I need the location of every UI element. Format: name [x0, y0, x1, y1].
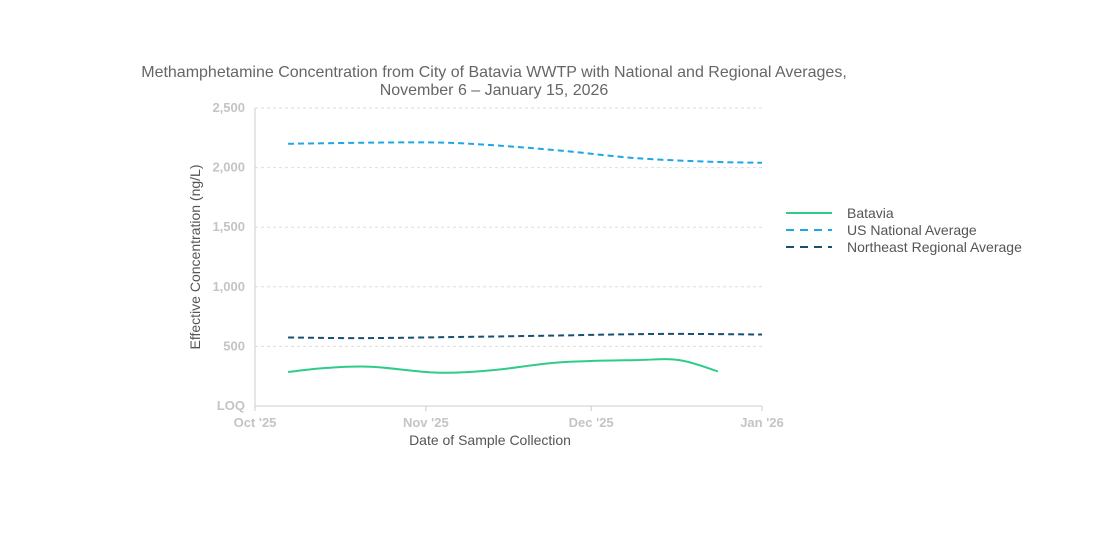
legend-label-batavia: Batavia	[847, 205, 894, 221]
legend: Batavia US National Average Northeast Re…	[786, 205, 1022, 255]
x-tick-label: Dec '25	[569, 415, 614, 430]
legend-label-northeast-regional-average: Northeast Regional Average	[847, 239, 1022, 255]
y-tick-label: 2,000	[212, 160, 245, 175]
axes	[254, 108, 763, 411]
y-tick-label: 1,500	[212, 219, 245, 234]
series-line-us-national-average[interactable]	[288, 141, 763, 164]
chart-title-line-1: Methamphetamine Concentration from City …	[141, 64, 847, 81]
y-tick-label: LOQ	[217, 398, 245, 413]
y-tick-label: 1,000	[212, 279, 245, 294]
x-tick-label: Oct '25	[234, 415, 277, 430]
legend-item-batavia[interactable]: Batavia	[786, 205, 894, 221]
y-tick-labels: LOQ 500 1,000 1,500 2,000 2,500	[212, 100, 245, 413]
x-tick-label: Jan '26	[740, 415, 784, 430]
series-line-batavia[interactable]	[287, 358, 719, 374]
chart-title-line-2: November 6 – January 15, 2026	[380, 82, 609, 99]
legend-item-us-national-average[interactable]: US National Average	[786, 222, 977, 238]
legend-label-us-national-average: US National Average	[847, 222, 977, 238]
series-lines	[287, 141, 763, 374]
y-axis-label: Effective Concentration (ng/L)	[187, 165, 203, 350]
x-axis-label: Date of Sample Collection	[409, 432, 571, 448]
x-tick-label: Nov '25	[403, 415, 449, 430]
grid-lines	[255, 107, 762, 347]
x-tick-labels: Oct '25 Nov '25 Dec '25 Jan '26	[234, 415, 784, 430]
series-line-northeast-regional-average[interactable]	[288, 332, 763, 340]
y-tick-label: 2,500	[212, 100, 245, 115]
legend-item-northeast-regional-average[interactable]: Northeast Regional Average	[786, 239, 1022, 255]
y-tick-label: 500	[223, 338, 245, 353]
